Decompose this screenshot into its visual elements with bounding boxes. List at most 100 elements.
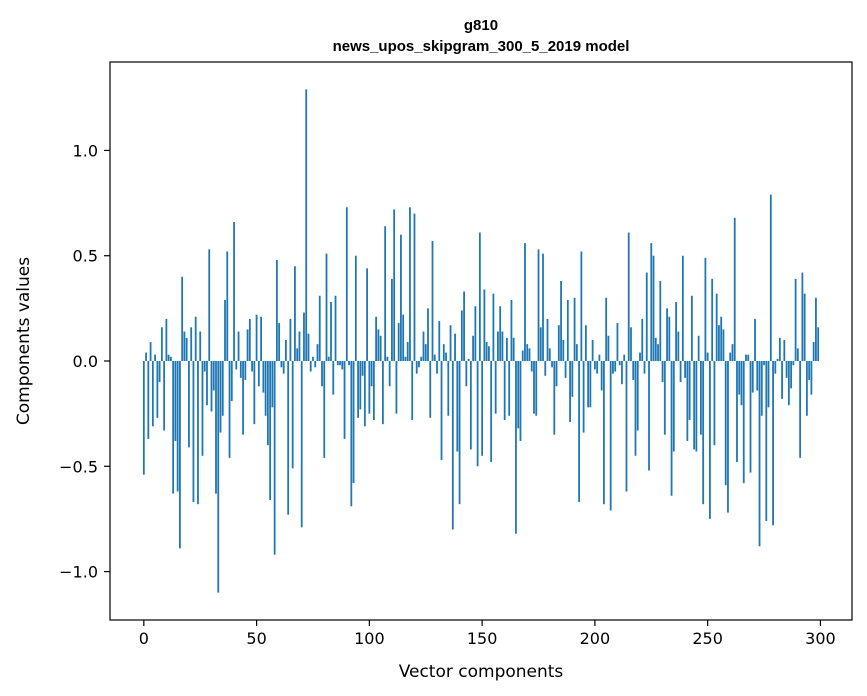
bar-107 bbox=[384, 226, 387, 361]
bar-103 bbox=[375, 316, 378, 361]
bar-266 bbox=[742, 361, 745, 484]
bar-208 bbox=[612, 361, 614, 374]
bar-35 bbox=[221, 361, 224, 416]
bar-52 bbox=[260, 316, 262, 361]
bar-239 bbox=[681, 255, 684, 361]
bar-298 bbox=[815, 297, 817, 361]
bar-59 bbox=[275, 259, 278, 361]
bar-144 bbox=[467, 358, 470, 362]
bar-189 bbox=[569, 361, 571, 423]
bar-152 bbox=[485, 342, 488, 361]
bar-143 bbox=[465, 361, 468, 387]
bar-297 bbox=[812, 342, 815, 361]
bar-234 bbox=[670, 361, 673, 496]
bar-283 bbox=[781, 361, 783, 399]
bar-49 bbox=[253, 361, 256, 425]
x-tick-label: 250 bbox=[692, 629, 723, 648]
bar-201 bbox=[596, 361, 599, 374]
bar-240 bbox=[684, 361, 686, 378]
bar-199 bbox=[591, 339, 594, 362]
bar-3 bbox=[149, 342, 152, 361]
bar-61 bbox=[280, 361, 283, 368]
bar-113 bbox=[397, 323, 400, 361]
bar-45 bbox=[244, 361, 247, 380]
bar-86 bbox=[336, 361, 339, 366]
bar-29 bbox=[208, 249, 211, 361]
bar-92 bbox=[350, 361, 353, 507]
bar-15 bbox=[176, 361, 179, 492]
bar-140 bbox=[458, 361, 461, 505]
bar-18 bbox=[183, 331, 186, 361]
bar-165 bbox=[515, 361, 517, 534]
bar-203 bbox=[600, 361, 603, 391]
bar-131 bbox=[438, 321, 441, 362]
plot-frame bbox=[109, 61, 853, 621]
bar-295 bbox=[808, 361, 811, 380]
bar-95 bbox=[357, 361, 359, 418]
bar-32 bbox=[215, 361, 217, 494]
x-tick-label: 0 bbox=[139, 629, 149, 648]
bar-142 bbox=[463, 291, 465, 362]
y-axis-ticks: −1.0 −0.5 0.0 0.5 1.0 bbox=[59, 141, 110, 582]
chart-title: g810 bbox=[464, 17, 498, 34]
bar-286 bbox=[787, 361, 790, 406]
x-tick-label: 100 bbox=[354, 629, 385, 648]
bar-7 bbox=[158, 361, 161, 383]
bar-215 bbox=[627, 232, 630, 362]
bar-30 bbox=[210, 361, 213, 412]
bar-130 bbox=[436, 361, 438, 374]
bar-2 bbox=[147, 361, 150, 439]
bar-121 bbox=[415, 361, 418, 374]
bar-90 bbox=[345, 207, 348, 361]
bar-188 bbox=[566, 299, 569, 361]
bar-284 bbox=[783, 339, 786, 362]
bar-31 bbox=[212, 361, 215, 391]
bar-23 bbox=[194, 316, 197, 361]
bar-151 bbox=[483, 289, 486, 361]
bar-169 bbox=[524, 243, 526, 362]
bar-101 bbox=[370, 361, 373, 387]
bar-21 bbox=[190, 327, 193, 361]
bar-206 bbox=[607, 335, 610, 362]
bar-115 bbox=[402, 314, 405, 361]
bar-129 bbox=[433, 354, 436, 362]
bar-5 bbox=[154, 354, 156, 362]
bar-194 bbox=[580, 251, 583, 361]
bar-292 bbox=[801, 272, 804, 362]
bar-80 bbox=[323, 361, 326, 458]
bar-111 bbox=[393, 209, 396, 362]
bar-261 bbox=[731, 344, 734, 362]
bar-14 bbox=[174, 361, 177, 442]
bar-211 bbox=[618, 361, 621, 366]
bar-12 bbox=[169, 356, 172, 361]
bar-91 bbox=[348, 361, 350, 366]
x-tick-label: 50 bbox=[246, 629, 266, 648]
bar-136 bbox=[449, 325, 452, 362]
bar-134 bbox=[445, 352, 447, 361]
y-axis-label: Components values bbox=[14, 257, 34, 425]
bar-192 bbox=[575, 344, 578, 362]
bar-241 bbox=[686, 361, 689, 442]
bar-274 bbox=[760, 361, 763, 416]
bar-58 bbox=[273, 361, 276, 555]
bar-118 bbox=[409, 207, 411, 361]
bar-48 bbox=[251, 361, 253, 372]
bar-38 bbox=[228, 361, 231, 458]
bar-288 bbox=[792, 361, 795, 366]
bar-26 bbox=[201, 361, 204, 456]
bar-146 bbox=[472, 335, 474, 362]
bar-176 bbox=[539, 327, 542, 361]
bar-132 bbox=[440, 361, 443, 460]
bar-265 bbox=[740, 361, 743, 406]
bar-56 bbox=[269, 361, 272, 500]
bar-170 bbox=[526, 344, 529, 362]
bar-16 bbox=[179, 361, 181, 549]
bar-180 bbox=[548, 348, 551, 361]
bar-87 bbox=[339, 361, 341, 366]
bar-81 bbox=[325, 253, 328, 362]
bar-145 bbox=[469, 361, 472, 450]
bar-71 bbox=[303, 312, 305, 361]
bar-247 bbox=[699, 361, 702, 435]
bar-75 bbox=[312, 356, 314, 361]
bar-285 bbox=[785, 361, 788, 378]
